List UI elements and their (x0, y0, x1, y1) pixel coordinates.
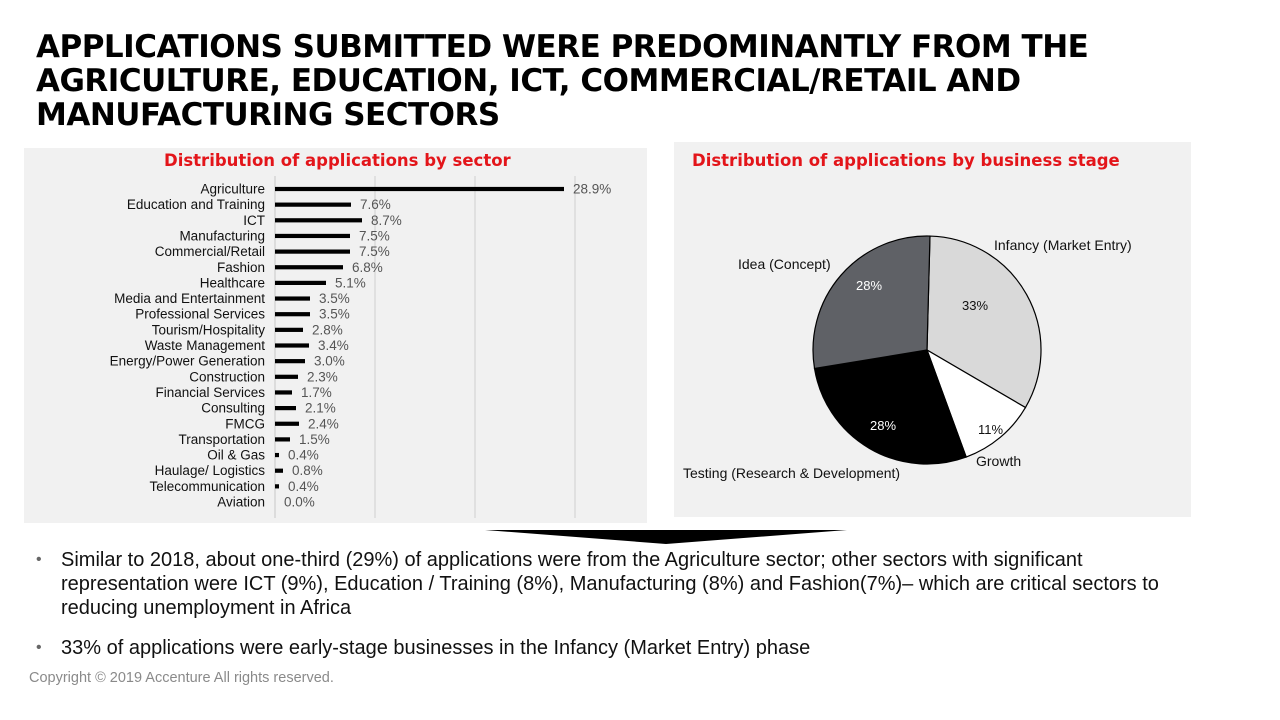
category-label: Transportation (178, 432, 265, 447)
category-label: Haulage/ Logistics (155, 463, 266, 478)
bullet-text: Similar to 2018, about one-third (29%) o… (61, 549, 1159, 619)
value-label: 0.0% (284, 495, 315, 510)
sector-chart-title: Distribution of applications by sector (164, 151, 511, 170)
value-label: 6.8% (352, 260, 383, 275)
category-label: Tourism/Hospitality (152, 322, 266, 337)
value-label: 1.7% (301, 385, 332, 400)
bar (275, 421, 299, 426)
stage-chart-title: Distribution of applications by business… (692, 151, 1120, 170)
pie-slice (812, 235, 931, 370)
value-label: 3.4% (318, 338, 349, 353)
page-title: APPLICATIONS SUBMITTED WERE PREDOMINANTL… (36, 29, 1089, 133)
category-label: Financial Services (155, 385, 265, 400)
bar (275, 296, 310, 301)
down-arrow-divider (485, 530, 847, 544)
value-label: 7.6% (360, 197, 391, 212)
value-label: 0.4% (288, 479, 319, 494)
category-label: Professional Services (135, 307, 265, 322)
category-label: Oil & Gas (207, 448, 265, 463)
sector-chart-panel: Distribution of applications by sector A… (24, 148, 647, 523)
bar (275, 265, 343, 270)
bar (275, 437, 290, 442)
bar (275, 452, 279, 458)
bar (275, 280, 326, 285)
category-label: Construction (189, 369, 265, 384)
bar (275, 202, 351, 207)
category-label: Telecommunication (149, 479, 265, 494)
sector-bar-chart: Agriculture 28.9% Education and Training 7.… (110, 176, 611, 518)
bullet-item: • Similar to 2018, about one-third (29%) … (36, 548, 1216, 620)
slice-category-label: Infancy (Market Entry) (994, 237, 1132, 253)
slice-category-label: Testing (Research & Development) (683, 465, 900, 481)
pie-slice (813, 349, 967, 465)
category-label: Fashion (217, 260, 265, 275)
summary-bullets: • Similar to 2018, about one-third (29%) … (36, 548, 1216, 660)
category-label: ICT (243, 213, 265, 228)
value-label: 8.7% (371, 213, 402, 228)
category-label: Healthcare (200, 275, 265, 290)
category-label: Education and Training (127, 197, 265, 212)
bar (275, 390, 292, 395)
category-label: Waste Management (145, 338, 266, 353)
slice-category-label: Growth (976, 453, 1021, 469)
category-label: FMCG (225, 416, 265, 431)
stage-chart-panel: Distribution of applications by business… (674, 142, 1191, 517)
category-label: Manufacturing (179, 228, 265, 243)
value-label: 3.0% (314, 354, 345, 369)
value-label: 7.5% (359, 244, 390, 259)
value-label: 7.5% (359, 228, 390, 243)
slice-value-label: 28% (856, 278, 882, 293)
value-label: 2.4% (308, 416, 339, 431)
value-label: 0.4% (288, 448, 319, 463)
bar (275, 484, 279, 489)
slice-value-label: 11% (978, 422, 1003, 437)
category-label: Commercial/Retail (155, 244, 265, 259)
value-label: 3.5% (319, 307, 350, 322)
pie-slice (925, 348, 1027, 458)
bar (275, 327, 303, 332)
value-label: 0.8% (292, 463, 323, 478)
value-label: 28.9% (573, 182, 611, 197)
category-label: Media and Entertainment (114, 291, 265, 306)
bar (275, 359, 305, 364)
bar (275, 186, 564, 192)
slice-value-label: 33% (962, 298, 988, 313)
bar (275, 468, 283, 473)
stage-pie-chart: 33% Infancy (Market Entry) 11% Growth 28% Tes… (683, 235, 1132, 481)
value-label: 2.1% (305, 401, 336, 416)
bullet-icon: • (36, 639, 42, 656)
bar (275, 249, 350, 254)
bar (275, 233, 350, 239)
bullet-icon: • (36, 551, 42, 568)
bullet-item: • 33% of applications were early-stage bu… (36, 636, 1216, 660)
bullet-text: 33% of applications were early-stage bus… (61, 637, 811, 659)
category-label: Agriculture (200, 182, 265, 197)
bar (275, 374, 298, 379)
pie-slice (926, 235, 1042, 409)
bar (275, 406, 296, 411)
bar (275, 343, 309, 348)
value-label: 5.1% (335, 275, 366, 290)
copyright-notice: Copyright © 2019 Accenture All rights re… (29, 670, 334, 686)
value-label: 3.5% (319, 291, 350, 306)
slice-category-label: Idea (Concept) (738, 256, 831, 272)
slice-value-label: 28% (870, 418, 896, 433)
bar (275, 312, 310, 317)
value-label: 2.3% (307, 369, 338, 384)
bar (275, 218, 362, 223)
value-label: 2.8% (312, 322, 343, 337)
value-label: 1.5% (299, 432, 330, 447)
category-label: Aviation (217, 495, 265, 510)
category-label: Energy/Power Generation (110, 354, 265, 369)
category-label: Consulting (201, 401, 265, 416)
